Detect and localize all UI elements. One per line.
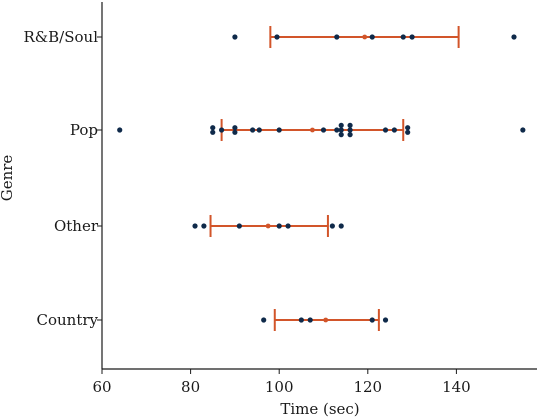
data-point bbox=[339, 123, 344, 128]
data-point bbox=[339, 127, 344, 132]
data-point bbox=[347, 123, 352, 128]
x-axis-ticks: 60 80 100 120 140 bbox=[92, 369, 470, 396]
x-tick-label: 120 bbox=[353, 378, 382, 396]
data-point bbox=[334, 34, 339, 39]
data-point bbox=[201, 223, 206, 228]
genre-group bbox=[261, 309, 388, 331]
data-point bbox=[232, 130, 237, 135]
data-point bbox=[232, 125, 237, 130]
genre-group bbox=[232, 26, 516, 48]
data-point bbox=[232, 34, 237, 39]
data-point bbox=[250, 127, 255, 132]
data-point bbox=[257, 127, 262, 132]
data-point bbox=[383, 317, 388, 322]
data-point bbox=[339, 132, 344, 137]
y-axis-label: Genre bbox=[0, 155, 16, 202]
data-point bbox=[330, 223, 335, 228]
x-tick-label: 80 bbox=[181, 378, 200, 396]
data-point bbox=[383, 127, 388, 132]
chart-marks bbox=[117, 26, 525, 331]
genre-group bbox=[117, 119, 525, 141]
mean-marker bbox=[266, 224, 271, 229]
data-point bbox=[219, 127, 224, 132]
y-tick-label: Other bbox=[54, 217, 99, 235]
data-point bbox=[339, 223, 344, 228]
data-point bbox=[410, 34, 415, 39]
data-point bbox=[261, 317, 266, 322]
y-tick-label: R&B/Soul bbox=[24, 28, 99, 46]
data-point bbox=[520, 127, 525, 132]
data-point bbox=[370, 317, 375, 322]
mean-marker bbox=[323, 318, 328, 323]
x-tick-label: 100 bbox=[265, 378, 294, 396]
data-point bbox=[237, 223, 242, 228]
data-point bbox=[277, 127, 282, 132]
data-point bbox=[274, 34, 279, 39]
data-point bbox=[401, 34, 406, 39]
y-tick-label: Pop bbox=[70, 121, 98, 139]
x-axis-label: Time (sec) bbox=[280, 400, 359, 418]
data-point bbox=[347, 132, 352, 137]
data-point bbox=[285, 223, 290, 228]
data-point bbox=[210, 130, 215, 135]
data-point bbox=[347, 127, 352, 132]
data-point bbox=[392, 127, 397, 132]
genre-group bbox=[192, 215, 343, 237]
data-point bbox=[117, 127, 122, 132]
data-point bbox=[299, 317, 304, 322]
data-point bbox=[370, 34, 375, 39]
data-point bbox=[210, 125, 215, 130]
data-point bbox=[405, 125, 410, 130]
x-tick-label: 60 bbox=[92, 378, 111, 396]
y-axis-ticks: R&B/Soul Pop Other Country bbox=[24, 28, 103, 329]
data-point bbox=[192, 223, 197, 228]
data-point bbox=[277, 223, 282, 228]
data-point bbox=[511, 34, 516, 39]
mean-marker bbox=[362, 35, 367, 40]
data-point bbox=[308, 317, 313, 322]
data-point bbox=[321, 127, 326, 132]
data-point bbox=[334, 127, 339, 132]
y-tick-label: Country bbox=[36, 311, 98, 329]
data-point bbox=[405, 130, 410, 135]
mean-marker bbox=[310, 128, 315, 133]
x-tick-label: 140 bbox=[442, 378, 471, 396]
